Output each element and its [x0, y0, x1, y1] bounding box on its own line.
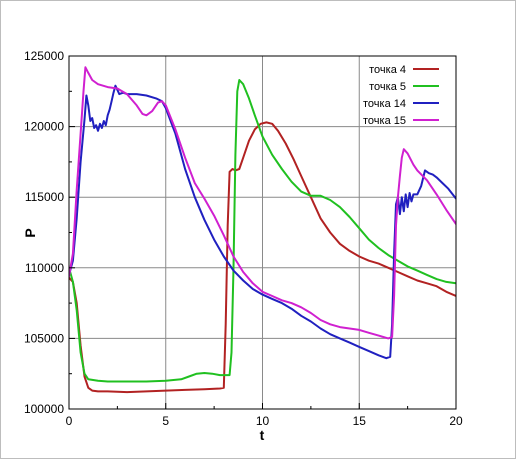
x-tick-label: 10	[256, 414, 270, 428]
y-tick-label: 125000	[24, 49, 64, 63]
x-tick-label: 5	[162, 414, 169, 428]
series-line-1	[69, 121, 456, 394]
legend-label: точка 4	[369, 64, 406, 76]
series-line-3	[69, 84, 456, 360]
y-tick-label: 105000	[24, 331, 64, 345]
x-tick-label: 0	[66, 414, 73, 428]
y-tick-label: 110000	[25, 261, 64, 275]
x-axis-title: t	[260, 427, 265, 443]
legend: точка 4 точка 5 точка 14 точка 15	[363, 64, 439, 127]
legend-label: точка 5	[369, 81, 406, 93]
legend-label: точка 15	[363, 115, 406, 127]
gridlines	[69, 56, 456, 409]
y-axis-title: P	[22, 228, 38, 237]
x-tick-label: 15	[353, 414, 367, 428]
y-tick-label: 120000	[24, 120, 64, 134]
x-tick-label: 20	[449, 414, 463, 428]
legend-label: точка 14	[363, 98, 406, 110]
series-line-4	[69, 66, 456, 340]
axis-ticks: 0 5 10 15 20 100000 105000 110000 115000 120000 12…	[24, 49, 463, 428]
series-lines	[69, 66, 456, 394]
y-tick-label: 115000	[25, 190, 64, 204]
y-tick-label: 100000	[24, 402, 64, 416]
series-line-2	[69, 79, 456, 383]
